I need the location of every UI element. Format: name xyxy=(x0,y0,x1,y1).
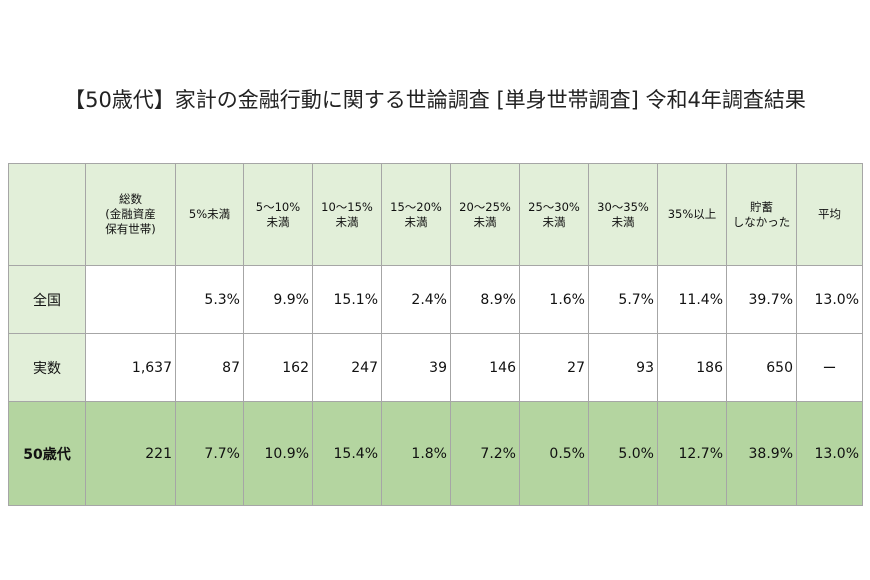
value-cell: 5.3% xyxy=(175,265,244,334)
value-cell: 15.4% xyxy=(312,401,382,506)
row-label: 50歳代 xyxy=(8,401,86,506)
value-cell: 162 xyxy=(243,333,313,402)
header-cell: 30〜35% 未満 xyxy=(588,163,658,266)
value-cell: 247 xyxy=(312,333,382,402)
value-cell: 0.5% xyxy=(519,401,589,506)
header-cell: 10〜15% 未満 xyxy=(312,163,382,266)
table: 総数 (金融資産 保有世帯) 5%未満 5〜10% 未満 10〜15% 未満 15〜20… xyxy=(8,163,863,506)
value-cell: 2.4% xyxy=(381,265,451,334)
value-cell: 5.0% xyxy=(588,401,658,506)
value-cell: 186 xyxy=(657,333,727,402)
header-cell: 5%未満 xyxy=(175,163,244,266)
header-cell: 25〜30% 未満 xyxy=(519,163,589,266)
value-cell: 12.7% xyxy=(657,401,727,506)
value-cell: 650 xyxy=(726,333,797,402)
data-row: 実数 1,637 87 162 247 39 146 27 93 186 650 ー xyxy=(8,333,863,402)
value-cell: 7.2% xyxy=(450,401,520,506)
value-cell: 146 xyxy=(450,333,520,402)
header-cell: 総数 (金融資産 保有世帯) xyxy=(85,163,176,266)
total-cell: 221 xyxy=(85,401,176,506)
value-cell: ー xyxy=(796,333,863,402)
value-cell: 38.9% xyxy=(726,401,797,506)
header-cell: 15〜20% 未満 xyxy=(381,163,451,266)
value-cell: 10.9% xyxy=(243,401,313,506)
value-cell: 39 xyxy=(381,333,451,402)
value-cell: 8.9% xyxy=(450,265,520,334)
corner-cell xyxy=(8,163,86,266)
header-cell: 35%以上 xyxy=(657,163,727,266)
value-cell: 13.0% xyxy=(796,265,863,334)
value-cell: 93 xyxy=(588,333,658,402)
value-cell: 1.6% xyxy=(519,265,589,334)
value-cell: 87 xyxy=(175,333,244,402)
value-cell: 5.7% xyxy=(588,265,658,334)
data-row: 全国 5.3% 9.9% 15.1% 2.4% 8.9% 1.6% 5.7% 11.4% 39.7… xyxy=(8,265,863,334)
value-cell: 13.0% xyxy=(796,401,863,506)
value-cell: 27 xyxy=(519,333,589,402)
value-cell: 11.4% xyxy=(657,265,727,334)
total-cell: 1,637 xyxy=(85,333,176,402)
value-cell: 39.7% xyxy=(726,265,797,334)
row-label: 実数 xyxy=(8,333,86,402)
header-cell: 平均 xyxy=(796,163,863,266)
header-cell: 20〜25% 未満 xyxy=(450,163,520,266)
header-cell: 貯蓄 しなかった xyxy=(726,163,797,266)
title: 【50歳代】家計の金融行動に関する世論調査 [単身世帯調査] 令和4年調査結果 xyxy=(64,88,806,112)
value-cell: 1.8% xyxy=(381,401,451,506)
total-cell xyxy=(85,265,176,334)
data-row: 50歳代 221 7.7% 10.9% 15.4% 1.8% 7.2% 0.5% 5.0% 12.… xyxy=(8,401,863,506)
value-cell: 15.1% xyxy=(312,265,382,334)
value-cell: 9.9% xyxy=(243,265,313,334)
header-row: 総数 (金融資産 保有世帯) 5%未満 5〜10% 未満 10〜15% 未満 15〜20… xyxy=(8,163,863,266)
header-cell: 5〜10% 未満 xyxy=(243,163,313,266)
value-cell: 7.7% xyxy=(175,401,244,506)
row-label: 全国 xyxy=(8,265,86,334)
